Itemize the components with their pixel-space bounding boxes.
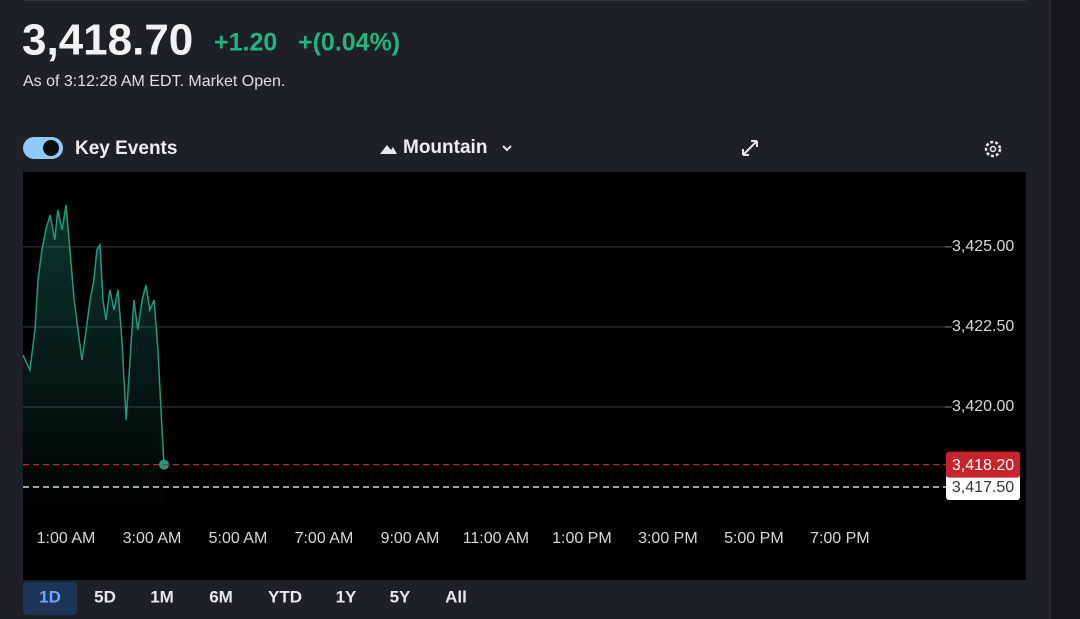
chart-style[interactable]: Mountain [403, 137, 487, 158]
chevron [502, 145, 512, 152]
toggle-knob [43, 140, 59, 156]
side-panel [1050, 0, 1080, 619]
x-tick-label: 7:00 PM [810, 530, 870, 547]
reference-label: 3,418.20 [952, 457, 1014, 474]
change-percent: +(0.04%) [298, 29, 400, 57]
x-tick-label: 1:00 AM [37, 530, 96, 547]
range-button[interactable]: 5D [94, 587, 116, 606]
range-button[interactable]: YTD [268, 587, 302, 606]
range-button[interactable]: All [445, 587, 467, 606]
x-tick-label: 7:00 AM [295, 530, 354, 547]
range-button[interactable]: 1D [39, 587, 61, 606]
mountain-icon [380, 145, 397, 154]
y-tick-label: 3,420.00 [952, 398, 1014, 415]
settings-icon-center [989, 145, 997, 153]
line [22, 204, 165, 465]
change: +1.20 [214, 29, 277, 57]
range-bar: 1D 5D 1M 6M YTD 1Y 5Y All [39, 587, 467, 606]
y-tick-label: 3,425.00 [952, 238, 1014, 255]
x-tick-label: 3:00 AM [123, 530, 182, 547]
reference-label-bg [946, 451, 1020, 478]
chart-area [23, 172, 1026, 580]
plot: 3,425.00 3,422.50 3,420.00 1:00 AM 3:00 AM 5:… [22, 204, 1020, 547]
range-button[interactable]: 1M [150, 587, 174, 606]
y-tick-label: 3,422.50 [952, 318, 1014, 335]
range-button[interactable]: 5Y [390, 587, 411, 606]
active-range-bg [23, 582, 77, 615]
x-tick-label: 5:00 AM [209, 530, 268, 547]
as-of: As of 3:12:28 AM EDT. Market Open. [23, 73, 285, 90]
x-tick-label: 1:00 PM [552, 530, 612, 547]
price: 3,418.70 [22, 16, 193, 65]
range-button[interactable]: 1Y [336, 587, 357, 606]
expand-icon[interactable] [742, 140, 758, 156]
reference-label: 3,417.50 [952, 479, 1014, 496]
x-tick-label: 9:00 AM [381, 530, 440, 547]
x-tick-label: 5:00 PM [724, 530, 784, 547]
x-tick-label: 11:00 AM [463, 530, 529, 547]
area [23, 205, 165, 520]
key-events[interactable]: Key Events [75, 138, 177, 159]
reference-label-bg [946, 474, 1020, 501]
x-tick-label: 3:00 PM [638, 530, 698, 547]
settings-icon[interactable] [984, 140, 1002, 158]
range-button[interactable]: 6M [209, 587, 233, 606]
